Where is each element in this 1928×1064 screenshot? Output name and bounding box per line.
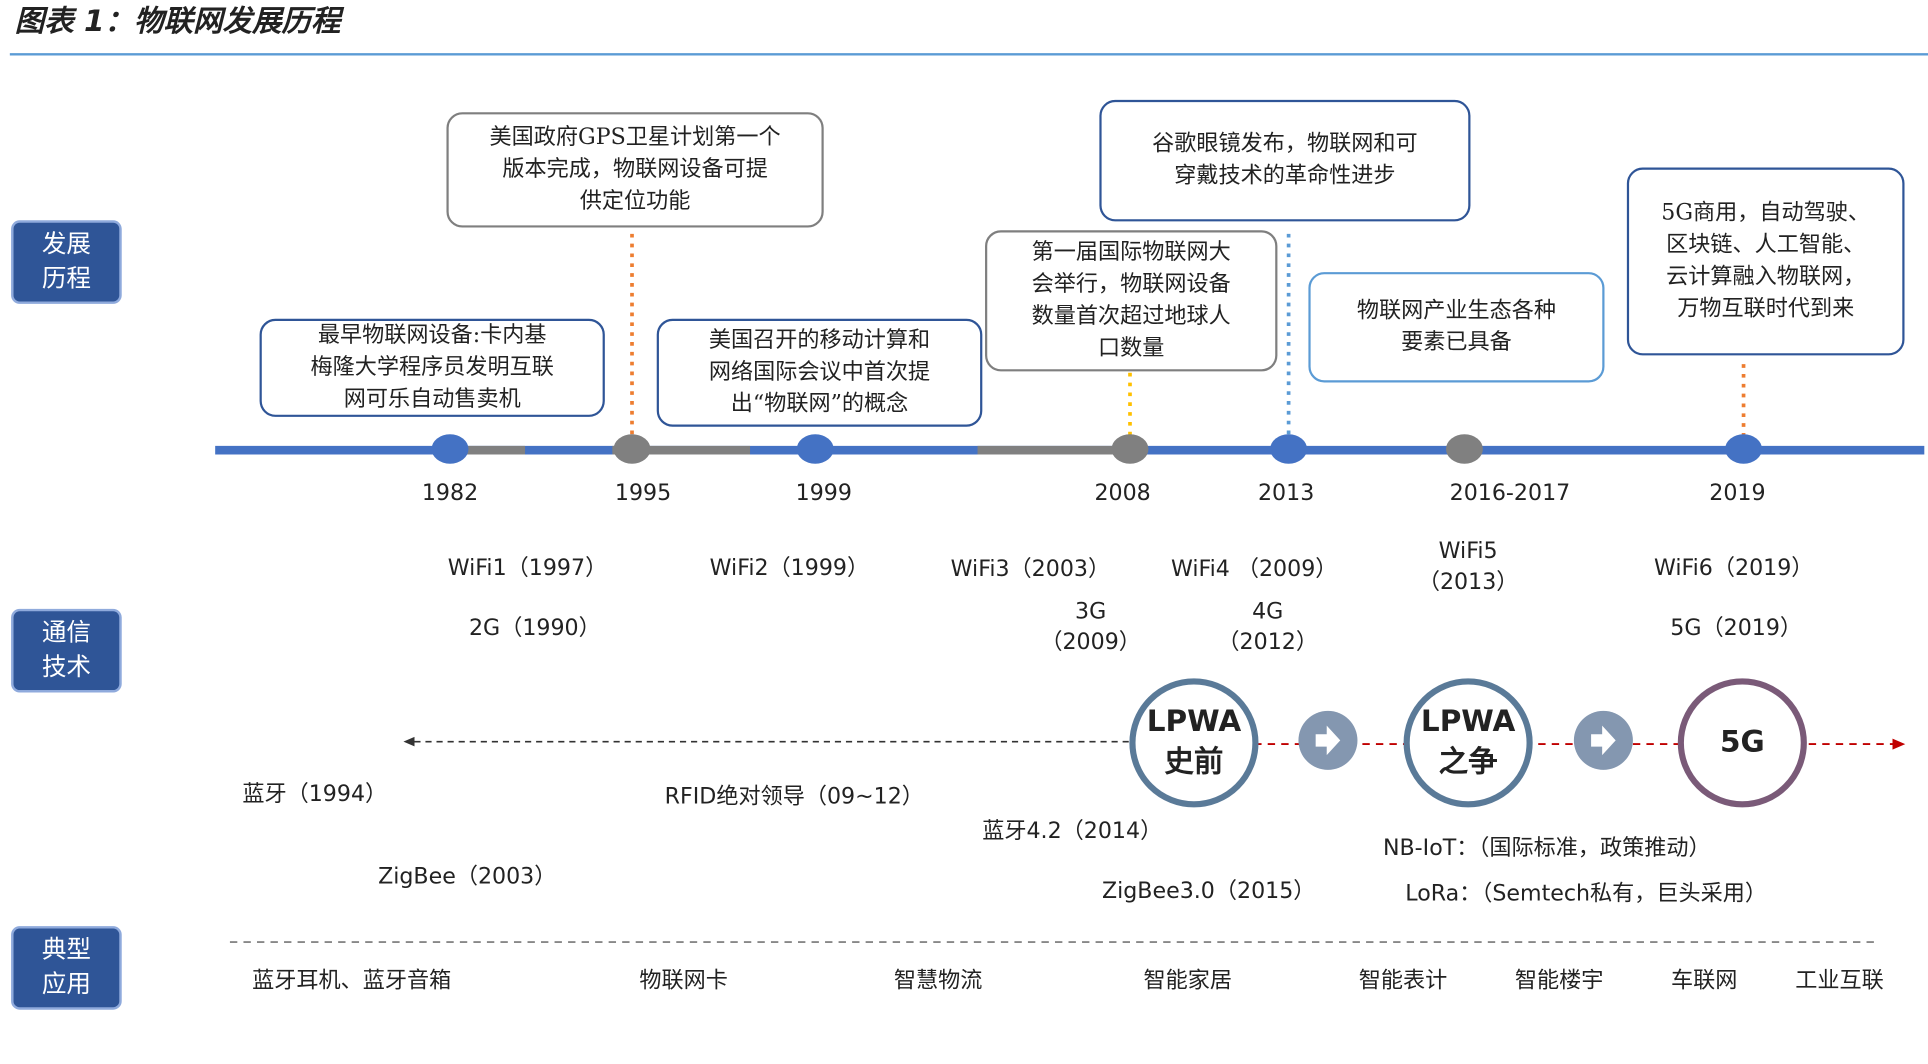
section-label: 应用	[42, 969, 91, 998]
event-box	[259, 318, 605, 417]
tech-label: 5G（2019）	[1670, 615, 1802, 641]
stage-circle	[1403, 678, 1533, 808]
event-text: 版本完成，物联网设备可提	[502, 156, 768, 182]
year-dot	[1725, 434, 1763, 464]
tech-label: LoRa：（Semtech私有，巨头采用）	[1405, 881, 1767, 907]
event-text: 谷歌眼镜发布，物联网和可	[1152, 131, 1418, 157]
year-dot	[613, 434, 651, 464]
tech-label: WiFi1（1997）	[448, 555, 607, 581]
section-label: 技术	[42, 652, 91, 681]
year-label: 2008	[1094, 480, 1150, 506]
application: 物联网卡	[639, 967, 728, 993]
event-box	[656, 318, 983, 427]
tech-label: 2G（1990）	[469, 615, 601, 641]
year-dot	[1111, 434, 1149, 464]
tech-label: WiFi4 （2009）	[1171, 556, 1337, 582]
event-text: 第一届国际物联网大	[1032, 239, 1231, 265]
stage-label: LPWA	[1147, 704, 1242, 738]
event-text: 口数量	[1098, 335, 1164, 361]
stage-label: 史前	[1164, 745, 1223, 779]
stage-label: LPWA	[1421, 704, 1516, 738]
event-text: 出“物联网”的概念	[731, 391, 909, 417]
tech-label: WiFi2（1999）	[710, 555, 869, 581]
tech-label: ZigBee3.0（2015）	[1102, 878, 1316, 904]
event-text: 云计算融入物联网，	[1666, 263, 1865, 289]
event-text: 数量首次超过地球人	[1032, 303, 1231, 329]
event-text: 美国召开的移动计算和	[709, 327, 930, 353]
tech-label: NB-IoT：（国际标准，政策推动）	[1383, 835, 1711, 861]
arrow-icon	[1315, 725, 1341, 756]
event-text: 会举行，物联网设备	[1032, 271, 1231, 297]
event-box	[985, 230, 1278, 372]
tech-label: 3G	[1075, 598, 1106, 624]
tech-label: （2012）	[1217, 629, 1318, 655]
application: 车联网	[1671, 967, 1737, 993]
year-label: 1982	[422, 480, 478, 506]
event-text: 区块链、人工智能、	[1666, 232, 1865, 258]
stage-label: 之争	[1439, 745, 1498, 779]
tech-label: （2009）	[1040, 629, 1141, 655]
tech-label: WiFi6（2019）	[1654, 555, 1813, 581]
stage-circle	[1677, 678, 1807, 808]
tech-label: WiFi5	[1439, 538, 1498, 564]
event-text: 最早物联网设备:卡内基	[318, 322, 547, 348]
event-text: 物联网产业生态各种	[1357, 297, 1556, 323]
event-text: 网可乐自动售卖机	[344, 386, 521, 412]
section-label: 通信	[42, 617, 91, 646]
year-label: 1999	[796, 480, 852, 506]
stage-label: 5G	[1720, 724, 1765, 758]
event-text: 供定位功能	[580, 188, 691, 214]
tech-label: 蓝牙（1994）	[242, 781, 387, 807]
year-dot	[431, 434, 469, 464]
application: 智能家居	[1144, 967, 1233, 993]
year-dot	[1446, 434, 1483, 464]
year-dot	[796, 434, 834, 464]
tech-label: 蓝牙4.2（2014）	[982, 818, 1162, 844]
event-box	[1099, 99, 1471, 222]
section-box	[11, 608, 122, 693]
application: 蓝牙耳机、蓝牙音箱	[252, 967, 451, 993]
event-box	[446, 112, 824, 228]
event-box	[1308, 272, 1605, 383]
event-text: 穿戴技术的革命性进步	[1174, 163, 1395, 189]
event-text: 5G商用，自动驾驶、	[1661, 200, 1870, 226]
application: 智能楼宇	[1515, 967, 1604, 993]
application: 智能表计	[1359, 967, 1448, 993]
year-dot	[1270, 434, 1308, 464]
section-label: 典型	[42, 935, 91, 964]
event-text: 美国政府GPS卫星计划第一个	[490, 124, 781, 150]
title: 图表 1：物联网发展历程	[15, 4, 345, 38]
event-text: 梅隆大学程序员发明互联	[311, 354, 554, 380]
stage-circle	[1129, 678, 1259, 808]
tech-label: RFID绝对领导（09~12）	[665, 783, 924, 809]
section-box	[11, 220, 122, 304]
event-text: 要素已具备	[1401, 329, 1512, 355]
arrow-icon	[1591, 725, 1616, 756]
tech-label: ZigBee（2003）	[378, 863, 556, 889]
section-label: 历程	[42, 263, 91, 292]
section-label: 发展	[42, 229, 91, 258]
tech-label: 4G	[1252, 598, 1283, 624]
tech-label: （2013）	[1418, 569, 1519, 595]
year-label: 2019	[1709, 480, 1765, 506]
year-label: 1995	[615, 480, 671, 506]
application: 智慧物流	[894, 967, 983, 993]
event-box	[1626, 167, 1905, 356]
year-label: 2016-2017	[1450, 480, 1571, 506]
section-box	[11, 926, 122, 1010]
application: 工业互联	[1795, 967, 1884, 993]
year-label: 2013	[1258, 480, 1314, 506]
tech-label: WiFi3（2003）	[951, 556, 1110, 582]
event-text: 万物互联时代到来	[1677, 295, 1854, 321]
event-text: 网络国际会议中首次提	[709, 359, 930, 385]
